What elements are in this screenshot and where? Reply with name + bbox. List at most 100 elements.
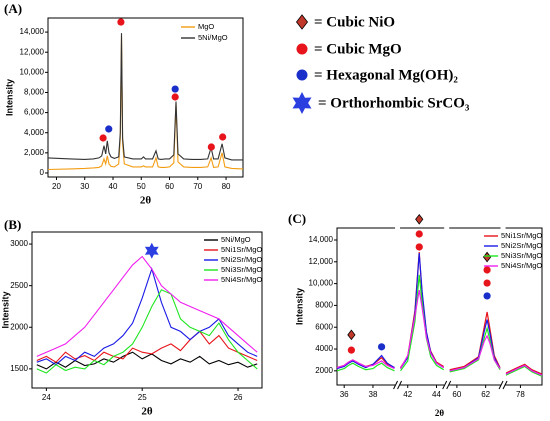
- circle-marker: [296, 69, 308, 81]
- y-tick-label: 10,000: [309, 279, 334, 288]
- diamond-marker: [295, 14, 309, 30]
- x-axis-label: 2θ: [141, 406, 153, 418]
- x-tick-label: 25: [138, 393, 147, 402]
- y-tick-label: 14,000: [309, 235, 334, 244]
- legend-label: MgO: [198, 22, 214, 31]
- series-line: [336, 359, 395, 370]
- x-tick-label: 42: [403, 390, 412, 399]
- legend-label: 5Ni1Sr/MgO: [221, 245, 262, 254]
- symbol-legend-label: = Cubic MgO: [314, 41, 402, 57]
- x-axis-label: 2θ: [140, 195, 152, 207]
- x-tick-label: 26: [234, 393, 243, 402]
- series-line: [449, 319, 501, 372]
- circle-marker: [483, 279, 491, 287]
- legend-label: 5Ni/MgO: [221, 235, 251, 244]
- axis-break: [498, 380, 504, 390]
- legend-label: 5Ni2Sr/MgO: [501, 241, 542, 250]
- series-line: [36, 255, 258, 357]
- circle-marker: [105, 125, 113, 133]
- x-tick-label: 78: [516, 390, 525, 399]
- x-tick-label: 30: [80, 182, 89, 191]
- series-line: [449, 334, 501, 372]
- circle-marker: [296, 43, 308, 55]
- panel-label: (C): [288, 211, 306, 226]
- y-tick-label: 8,000: [24, 88, 45, 97]
- axis-break: [442, 380, 448, 390]
- y-tick-label: 2000: [315, 366, 333, 375]
- diamond-marker: [482, 251, 492, 263]
- legend-label: 5Ni1Sr/MgO: [501, 231, 542, 240]
- axis-break: [446, 380, 452, 390]
- panel-label: (A): [4, 1, 22, 16]
- y-tick-label: 12,000: [309, 257, 334, 266]
- y-tick-label: 8000: [315, 301, 333, 310]
- series-line: [399, 290, 445, 369]
- circle-marker: [377, 343, 386, 351]
- series-line: [449, 325, 501, 373]
- panel-label: (B): [4, 217, 21, 232]
- x-tick-label: 60: [452, 390, 461, 399]
- axis-break: [393, 380, 398, 390]
- x-tick-label: 60: [165, 182, 174, 191]
- symbol-legend-label: = Orthorhombic SrCO₃: [318, 95, 470, 111]
- circle-marker: [219, 133, 227, 141]
- axis-break-gap: [500, 224, 506, 232]
- series-line: [47, 36, 244, 171]
- plot-frame: [47, 17, 244, 178]
- y-axis-label: Intensity: [4, 79, 14, 116]
- plot-frame: [31, 231, 263, 389]
- series-line: [336, 362, 395, 372]
- circle-marker: [207, 143, 215, 151]
- y-tick-label: 3000: [10, 239, 28, 248]
- x-tick-label: 36: [340, 390, 349, 399]
- series-line: [505, 365, 543, 377]
- y-tick-label: 2,000: [24, 148, 45, 157]
- circle-marker: [415, 230, 423, 238]
- legend-label: 5Ni4Sr/MgO: [501, 261, 542, 270]
- axis-break-gap: [444, 381, 450, 389]
- series-line: [47, 33, 243, 161]
- x-tick-label: 70: [193, 182, 202, 191]
- star-marker: [144, 242, 159, 259]
- x-tick-label: 44: [432, 390, 441, 399]
- series-line: [336, 354, 395, 370]
- series-line: [36, 330, 258, 363]
- legend-label: 5Ni2Sr/MgO: [221, 255, 262, 264]
- star-marker: [292, 92, 312, 114]
- circle-marker: [99, 134, 107, 142]
- y-axis-label: Intensity: [294, 288, 304, 325]
- y-tick-label: 0: [40, 168, 45, 177]
- series-line: [36, 351, 258, 370]
- legend-label: 5Ni4Sr/MgO: [221, 275, 262, 284]
- circle-marker: [171, 85, 179, 93]
- axis-break-gap: [500, 381, 506, 389]
- axis-break: [397, 380, 402, 390]
- series-line: [400, 274, 445, 372]
- circle-marker: [483, 292, 491, 300]
- legend-label: 5Ni3Sr/MgO: [221, 265, 262, 274]
- circle-marker: [171, 93, 179, 101]
- x-tick-label: 40: [109, 182, 118, 191]
- diamond-marker: [347, 329, 356, 341]
- legend-label: 5Ni3Sr/MgO: [501, 251, 542, 260]
- y-tick-label: 4000: [315, 344, 333, 353]
- circle-marker: [415, 243, 423, 251]
- y-tick-label: 12,000: [20, 47, 45, 56]
- axis-break-gap: [395, 381, 401, 389]
- y-axis-label: Intensity: [0, 291, 10, 328]
- series-line: [505, 363, 543, 375]
- y-tick-label: 6000: [315, 322, 333, 331]
- y-tick-label: 2000: [10, 322, 28, 331]
- series-line: [505, 364, 543, 376]
- y-tick-label: 10,000: [20, 67, 45, 76]
- circle-marker: [483, 266, 491, 274]
- y-tick-label: 2500: [10, 281, 28, 290]
- circle-marker: [117, 18, 125, 26]
- y-tick-label: 4,000: [24, 128, 45, 137]
- series-line: [36, 267, 258, 366]
- y-tick-label: 1500: [10, 364, 28, 373]
- x-tick-label: 38: [369, 390, 378, 399]
- plot-frame: [336, 227, 543, 386]
- axis-break-gap: [395, 224, 401, 232]
- series-line: [36, 289, 258, 374]
